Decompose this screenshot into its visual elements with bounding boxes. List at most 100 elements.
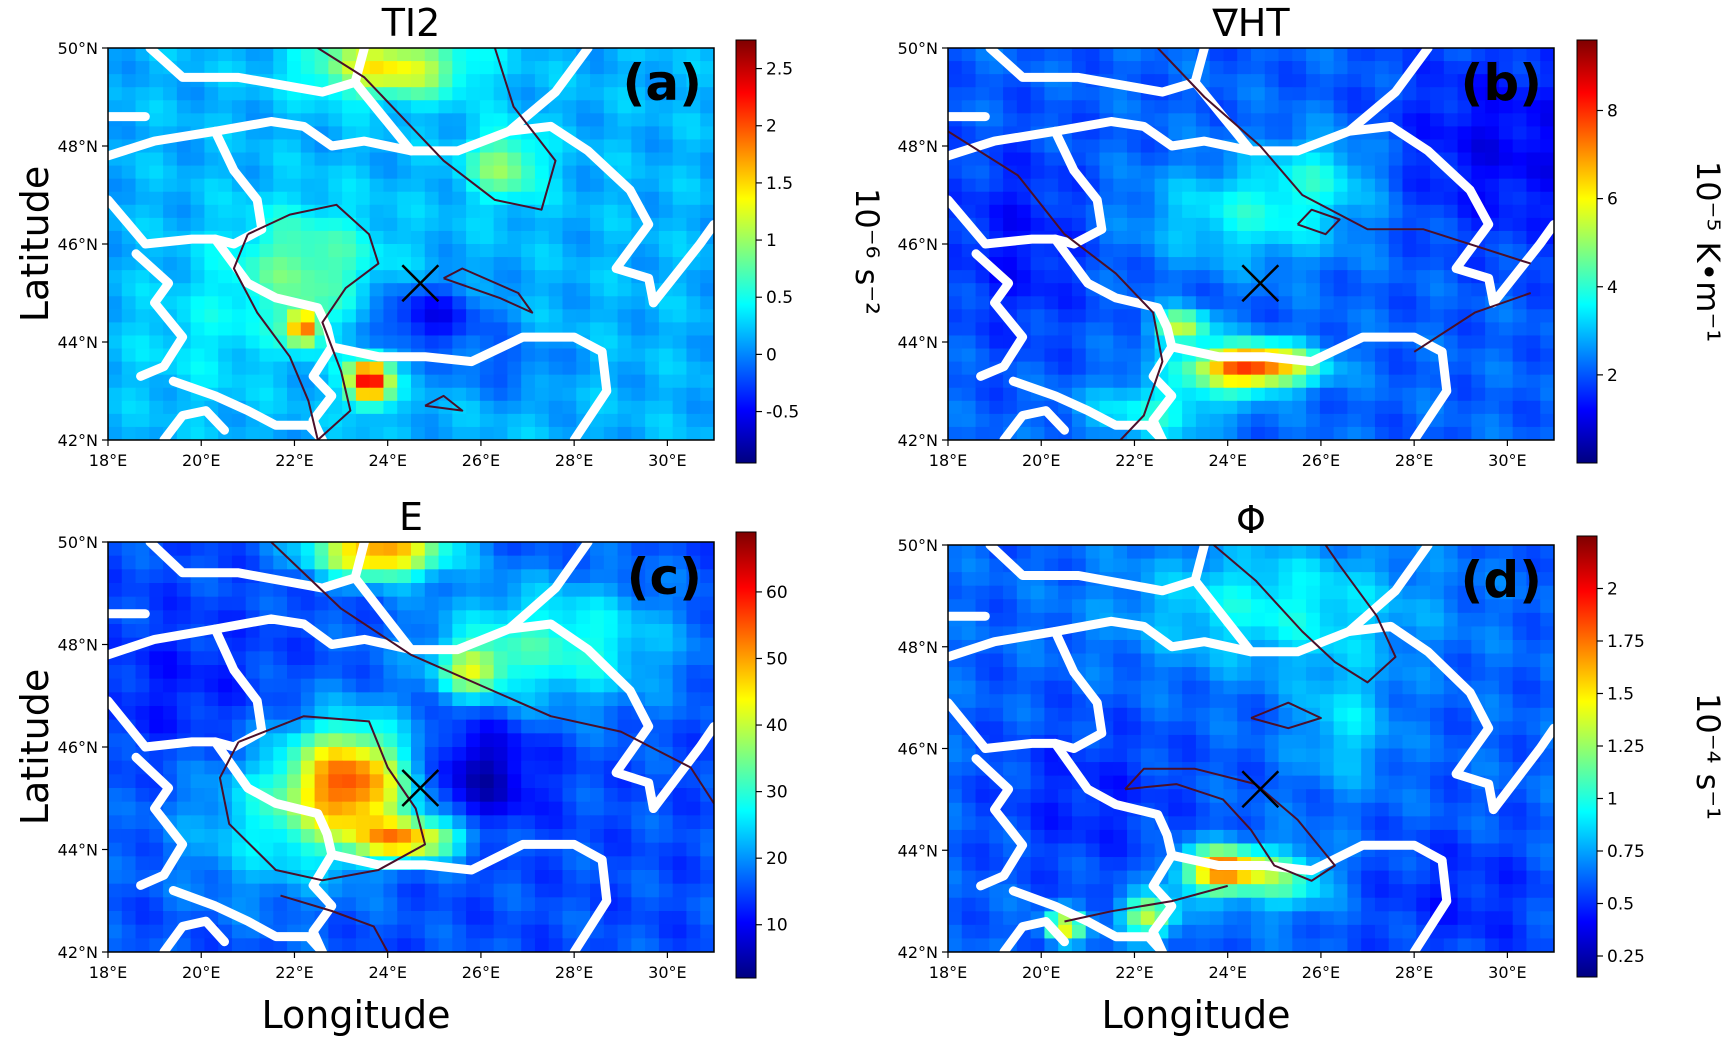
field-cell <box>562 733 577 748</box>
storm-center-marker <box>401 264 440 303</box>
field-cell <box>218 48 233 62</box>
field-cell <box>617 126 632 141</box>
field-cell <box>411 911 426 926</box>
field-cell <box>1044 374 1059 389</box>
field-cell <box>1306 48 1321 62</box>
field-cell <box>700 74 714 88</box>
field-cell <box>1127 599 1142 614</box>
field-cell <box>190 856 206 871</box>
field-cell <box>1526 426 1541 440</box>
field-cell <box>645 733 660 748</box>
field-cell <box>617 856 632 871</box>
field-cell <box>369 309 385 323</box>
field-cell <box>1003 653 1018 668</box>
field-cell <box>218 829 233 844</box>
field-cell <box>452 413 467 428</box>
field-cell <box>493 788 509 803</box>
field-cell <box>1306 204 1321 219</box>
field-cell <box>1113 335 1128 350</box>
field-cell <box>507 733 522 748</box>
field-cell <box>1003 296 1018 310</box>
field-cell <box>1071 413 1087 428</box>
field-cell <box>1209 165 1225 180</box>
field-cell <box>190 191 206 206</box>
field-cell <box>245 870 261 885</box>
field-cell <box>645 911 660 926</box>
field-cell <box>1347 322 1362 337</box>
field-cell <box>1430 680 1445 695</box>
field-cell <box>1457 734 1472 750</box>
field-cell <box>989 612 1004 627</box>
field-cell <box>700 48 714 62</box>
field-cell <box>1099 653 1114 668</box>
field-cell <box>1306 374 1321 389</box>
border-line <box>108 614 658 813</box>
field-cell <box>342 733 357 748</box>
country-borders <box>108 542 714 952</box>
field-cell <box>342 719 357 734</box>
field-cell <box>121 801 137 816</box>
field-cell <box>672 938 688 952</box>
field-cell <box>287 856 302 871</box>
field-cell <box>328 651 343 666</box>
field-cell <box>548 774 564 789</box>
field-cell <box>686 152 701 167</box>
field-cell <box>1071 322 1087 337</box>
field-cell <box>1030 283 1046 297</box>
field-cell <box>658 719 674 734</box>
field-cell <box>342 883 357 898</box>
field-cell <box>1347 244 1362 258</box>
field-cell <box>424 596 440 611</box>
field-cell <box>355 706 371 721</box>
border-line <box>168 376 327 440</box>
field-cell <box>989 374 1004 389</box>
field-cell <box>273 139 288 154</box>
field-cell <box>576 165 591 180</box>
field-cell <box>507 191 522 206</box>
field-cell <box>1540 748 1554 763</box>
field-cell <box>1044 558 1059 573</box>
field-cell <box>438 774 453 789</box>
field-cell <box>1182 87 1197 101</box>
field-cell <box>190 651 206 666</box>
field-cell <box>507 938 522 952</box>
field-cell <box>493 230 509 245</box>
field-cell <box>1292 572 1307 587</box>
field-cell <box>452 217 467 232</box>
field-cell <box>989 204 1004 219</box>
field-cell <box>135 829 150 844</box>
field-cell <box>521 165 536 180</box>
field-cell <box>1471 100 1486 114</box>
field-cell <box>231 48 247 62</box>
field-cell <box>493 270 509 284</box>
field-cell <box>645 842 660 857</box>
field-cell <box>466 204 481 219</box>
field-cell <box>1251 680 1266 695</box>
field-cell <box>1044 802 1059 817</box>
field-cell <box>355 400 371 415</box>
border-line <box>1050 126 1107 249</box>
field-cell <box>218 596 233 611</box>
field-cell <box>466 126 481 141</box>
field-cell <box>700 651 714 666</box>
field-cell <box>1264 113 1280 127</box>
field-cell <box>1209 626 1225 641</box>
field-cell <box>1306 545 1321 560</box>
field-cell <box>355 774 371 789</box>
field-cell <box>355 335 371 350</box>
field-cell <box>534 413 550 428</box>
field-cell <box>700 87 714 101</box>
colorbar <box>735 531 757 979</box>
field-cell <box>1374 400 1390 415</box>
field-cell <box>645 883 660 898</box>
field-cell <box>1512 599 1528 614</box>
field-cell <box>1374 694 1390 709</box>
field-cell <box>438 829 453 844</box>
field-cell <box>658 230 674 245</box>
field-cell <box>672 542 688 557</box>
field-cell <box>1485 545 1500 560</box>
field-cell <box>204 801 219 816</box>
field-cell <box>1113 599 1128 614</box>
field-cell <box>411 113 426 127</box>
field-cell <box>287 692 302 707</box>
